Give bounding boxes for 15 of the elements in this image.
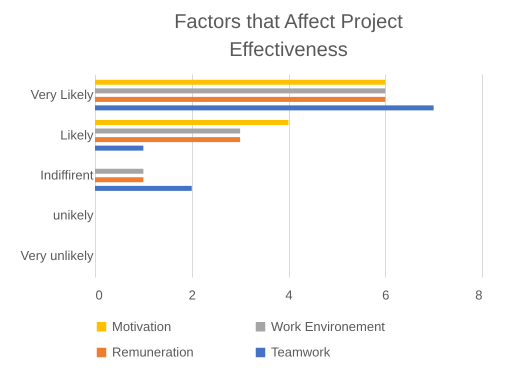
y-tick-label: Likely (60, 127, 94, 142)
x-tick-label: 6 (382, 288, 390, 302)
y-tick-label: Very Likely (30, 87, 94, 102)
legend-label: Motivation (112, 318, 172, 334)
x-tick-label: 0 (96, 288, 103, 302)
y-tick-label: Indiffirent (40, 168, 94, 182)
legend-label: Teamwork (271, 344, 331, 360)
x-tick-label: 4 (285, 288, 293, 302)
legend-label: Remuneration (112, 344, 194, 360)
legend-label: Work Environement (271, 318, 386, 334)
y-tick-label: Very unlikely (20, 248, 94, 263)
x-tick-label: 2 (188, 288, 196, 302)
x-tick-label: 8 (475, 288, 482, 302)
y-tick-label: unikely (53, 208, 94, 223)
chart-title: Factors that Affect Project Effectiveness (174, 11, 404, 61)
